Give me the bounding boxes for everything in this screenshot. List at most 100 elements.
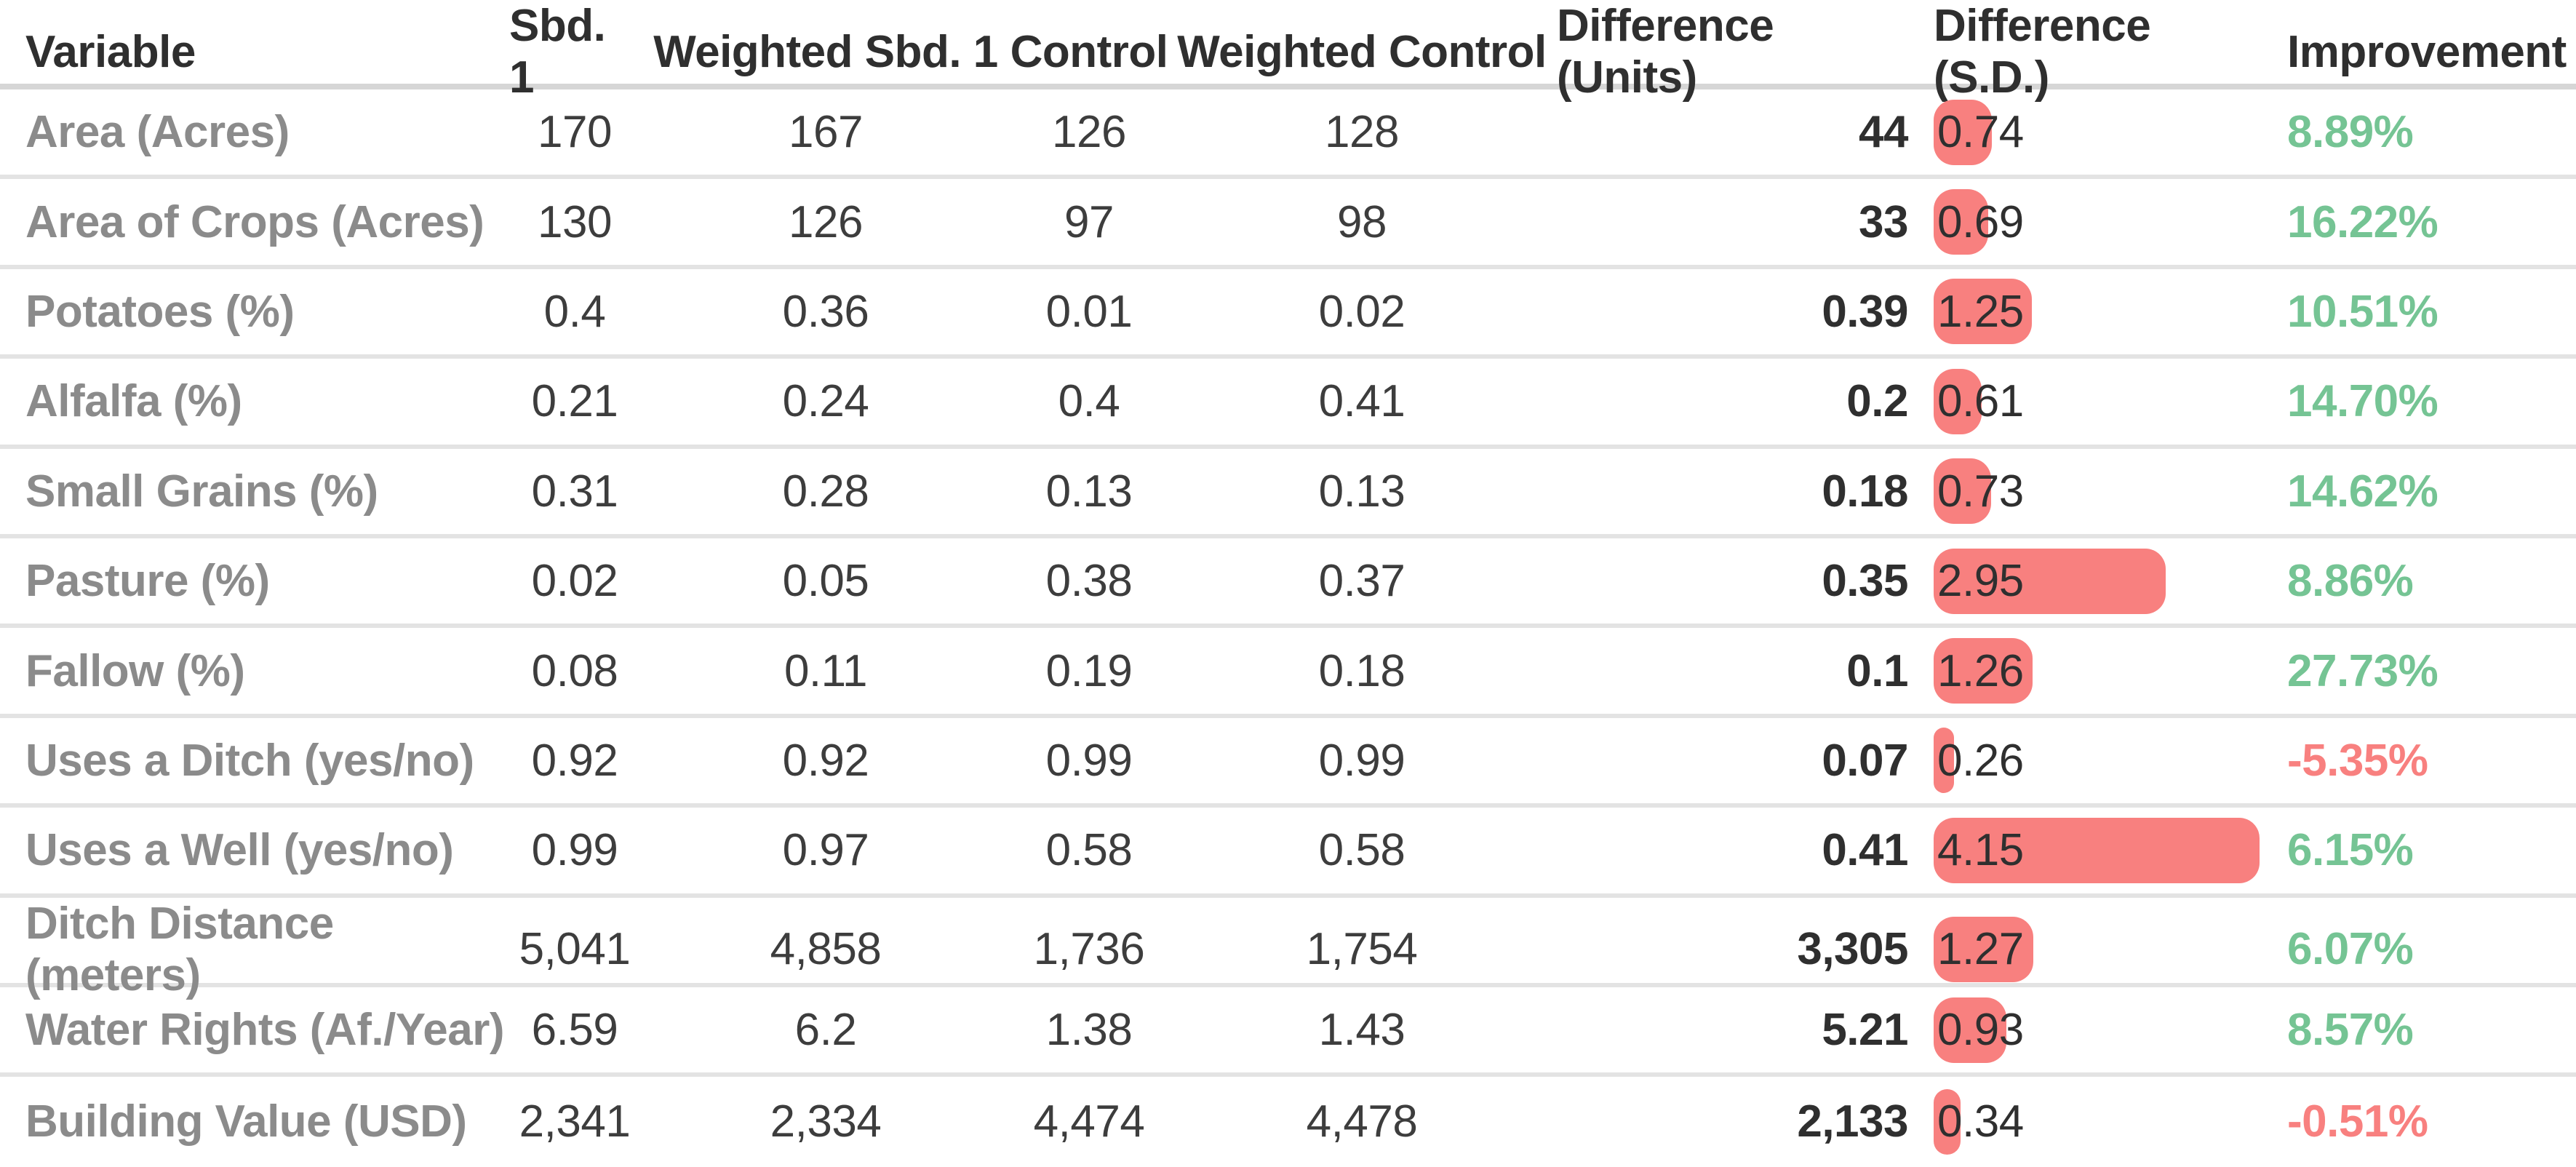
cell-weighted-sbd1: 6.2	[794, 1005, 857, 1056]
cell-difference-sd: 0.61	[1908, 368, 2262, 434]
sd-magnitude-bar	[1934, 817, 2260, 883]
cell-weighted-control: 0.99	[1318, 735, 1405, 786]
cell-difference-units: 33	[1859, 196, 1908, 247]
table-row: Area (Acres) 170 167 126 128 44 0.74 8.8…	[0, 89, 2576, 180]
column-header-improvement: Improvement	[2287, 26, 2567, 77]
sd-value: 0.69	[1937, 196, 2024, 247]
variable-label: Alfalfa (%)	[25, 376, 242, 427]
cell-weighted-control: 0.02	[1318, 286, 1405, 337]
cell-weighted-sbd1: 167	[789, 107, 863, 158]
cell-weighted-sbd1: 126	[789, 196, 863, 247]
cell-improvement: 27.73%	[2287, 645, 2439, 696]
table-row: Water Rights (Af./Year) 6.59 6.2 1.38 1.…	[0, 987, 2576, 1078]
variable-label: Pasture (%)	[25, 556, 270, 607]
cell-control: 0.38	[1045, 556, 1133, 607]
column-header-difference-units: Difference (Units)	[1557, 1, 1774, 103]
cell-improvement: 8.57%	[2287, 1005, 2414, 1056]
sd-value: 0.93	[1937, 1005, 2024, 1056]
cell-control: 0.19	[1045, 645, 1133, 696]
column-header-sbd1: Sbd. 1	[509, 1, 606, 103]
cell-difference-sd: 0.73	[1908, 458, 2262, 525]
cell-improvement: -5.35%	[2287, 735, 2428, 786]
table-row: Fallow (%) 0.08 0.11 0.19 0.18 0.1 1.26 …	[0, 628, 2576, 718]
cell-improvement: 14.70%	[2287, 376, 2439, 427]
cell-sbd1: 170	[538, 107, 612, 158]
cell-sbd1: 0.99	[531, 825, 618, 876]
cell-weighted-control: 0.58	[1318, 825, 1405, 876]
cell-control: 4,474	[1033, 1096, 1145, 1147]
cell-control: 0.58	[1045, 825, 1133, 876]
column-header-difference-sd: Difference (S.D.)	[1934, 1, 2151, 103]
column-header-weighted-control: Weighted Control	[1177, 26, 1547, 77]
cell-sbd1: 0.31	[531, 466, 618, 517]
cell-weighted-sbd1: 0.36	[782, 286, 869, 337]
sd-value: 4.15	[1937, 825, 2024, 876]
variable-label: Potatoes (%)	[25, 286, 295, 337]
variable-label: Building Value (USD)	[25, 1096, 467, 1147]
sd-magnitude-bar	[1934, 997, 2007, 1063]
cell-improvement: 10.51%	[2287, 286, 2439, 337]
sd-value: 0.74	[1937, 107, 2024, 158]
table-row: Ditch Distance (meters) 5,041 4,858 1,73…	[0, 898, 2576, 1000]
variable-label: Fallow (%)	[25, 645, 245, 696]
cell-improvement: 6.15%	[2287, 825, 2414, 876]
cell-difference-sd: 0.34	[1908, 1088, 2262, 1155]
cell-weighted-sbd1: 0.92	[782, 735, 869, 786]
cell-difference-units: 0.35	[1822, 556, 1908, 607]
cell-weighted-sbd1: 4,858	[770, 924, 882, 975]
cell-sbd1: 0.21	[531, 376, 618, 427]
cell-weighted-control: 0.18	[1318, 645, 1405, 696]
cell-difference-units: 44	[1859, 107, 1908, 158]
cell-improvement: 8.86%	[2287, 556, 2414, 607]
cell-difference-units: 0.07	[1822, 735, 1908, 786]
variable-label: Water Rights (Af./Year)	[25, 1005, 504, 1056]
variable-label: Area (Acres)	[25, 107, 290, 158]
table-row: Potatoes (%) 0.4 0.36 0.01 0.02 0.39 1.2…	[0, 269, 2576, 359]
cell-difference-sd: 2.95	[1908, 548, 2262, 614]
cell-difference-sd: 1.26	[1908, 638, 2262, 704]
cell-weighted-control: 0.13	[1318, 466, 1405, 517]
cell-sbd1: 0.92	[531, 735, 618, 786]
cell-difference-units: 2,133	[1797, 1096, 1908, 1147]
sd-magnitude-bar	[1934, 1088, 1961, 1155]
cell-weighted-sbd1: 0.97	[782, 825, 869, 876]
table-row: Uses a Ditch (yes/no) 0.92 0.92 0.99 0.9…	[0, 718, 2576, 808]
cell-improvement: 8.89%	[2287, 107, 2414, 158]
cell-sbd1: 0.02	[531, 556, 618, 607]
variable-label: Uses a Well (yes/no)	[25, 825, 454, 876]
cell-weighted-control: 1,754	[1306, 924, 1418, 975]
cell-difference-sd: 4.15	[1908, 817, 2262, 883]
cell-control: 1,736	[1033, 924, 1145, 975]
variable-label: Ditch Distance (meters)	[25, 898, 334, 1000]
cell-difference-sd: 0.26	[1908, 728, 2262, 794]
cell-control: 0.99	[1045, 735, 1133, 786]
cell-improvement: -0.51%	[2287, 1096, 2428, 1147]
column-header-variable: Variable	[25, 26, 196, 77]
cell-control: 0.13	[1045, 466, 1133, 517]
sd-magnitude-bar	[1934, 368, 1982, 434]
table-row: Uses a Well (yes/no) 0.99 0.97 0.58 0.58…	[0, 808, 2576, 898]
cell-sbd1: 5,041	[519, 924, 631, 975]
cell-weighted-sbd1: 2,334	[770, 1096, 882, 1147]
cell-improvement: 16.22%	[2287, 196, 2439, 247]
table-row: Building Value (USD) 2,341 2,334 4,474 4…	[0, 1077, 2576, 1166]
cell-improvement: 6.07%	[2287, 924, 2414, 975]
cell-weighted-sbd1: 0.28	[782, 466, 869, 517]
sd-magnitude-bar	[1934, 728, 1955, 794]
cell-difference-sd: 0.74	[1908, 99, 2262, 165]
cell-weighted-sbd1: 0.11	[783, 645, 868, 696]
cell-control: 1.38	[1045, 1005, 1133, 1056]
table-header-row: Variable Sbd. 1 Weighted Sbd. 1 Control …	[0, 0, 2576, 103]
cell-control: 0.4	[1058, 376, 1120, 427]
sd-magnitude-bar	[1934, 548, 2166, 614]
sd-value: 1.25	[1937, 286, 2024, 337]
cell-sbd1: 0.4	[543, 286, 606, 337]
sd-magnitude-bar	[1934, 458, 1991, 525]
sd-value: 0.26	[1937, 735, 2024, 786]
cell-difference-units: 3,305	[1797, 924, 1908, 975]
sd-magnitude-bar	[1934, 916, 2034, 982]
variable-label: Uses a Ditch (yes/no)	[25, 735, 474, 786]
sd-value: 1.26	[1937, 645, 2024, 696]
cell-weighted-control: 0.37	[1318, 556, 1405, 607]
